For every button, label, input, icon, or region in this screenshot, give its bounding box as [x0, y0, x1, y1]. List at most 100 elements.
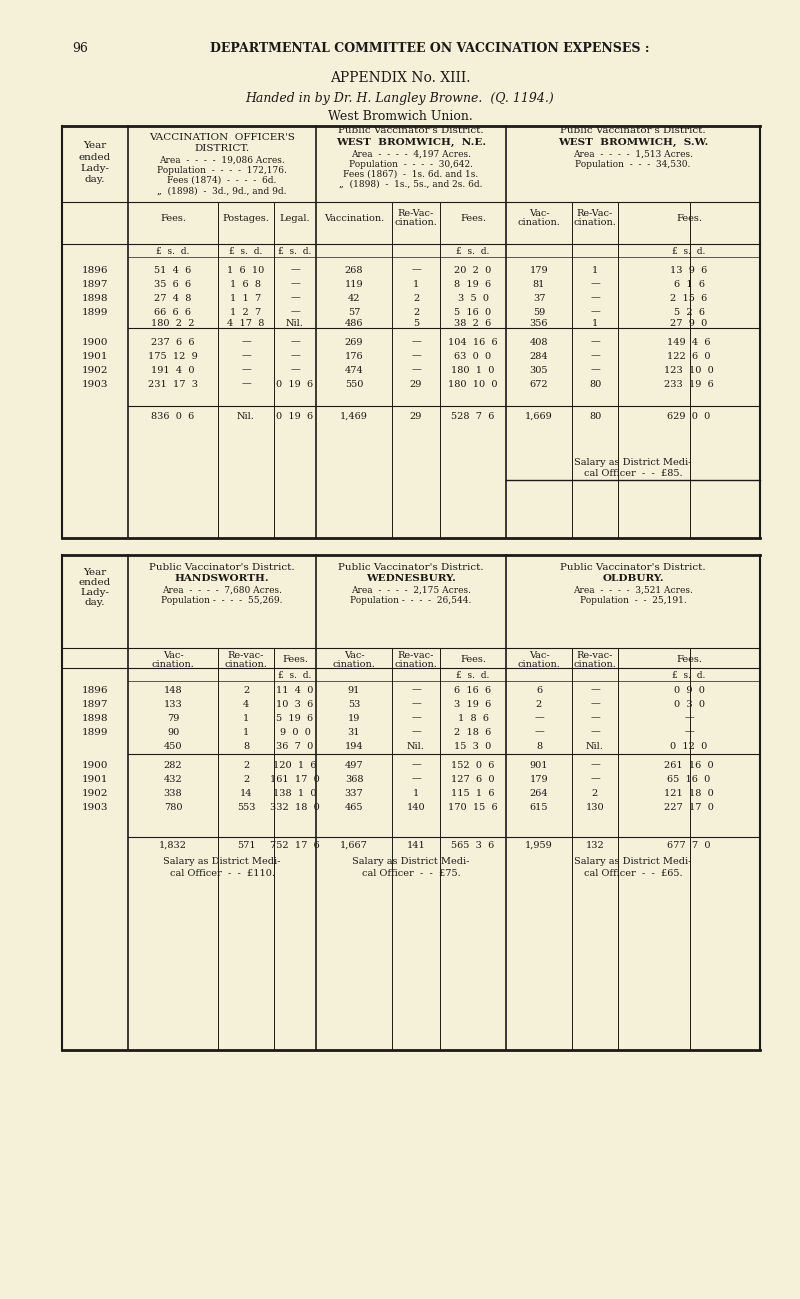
Text: 264: 264 — [530, 788, 548, 798]
Text: 0  3  0: 0 3 0 — [674, 699, 705, 708]
Text: —: — — [590, 713, 600, 722]
Text: 20  2  0: 20 2 0 — [454, 265, 492, 274]
Text: 80: 80 — [589, 379, 601, 388]
Text: Re-vac-: Re-vac- — [398, 651, 434, 660]
Text: WEDNESBURY.: WEDNESBURY. — [366, 573, 456, 582]
Text: 227  17  0: 227 17 0 — [664, 803, 714, 812]
Text: Public Vaccinator's District.: Public Vaccinator's District. — [338, 562, 484, 572]
Text: 1897: 1897 — [82, 699, 108, 708]
Text: Population  -  -  25,191.: Population - - 25,191. — [580, 595, 686, 604]
Text: —: — — [590, 774, 600, 783]
Text: —: — — [411, 713, 421, 722]
Text: „  (1898)  -  1s., 5s., and 2s. 6d.: „ (1898) - 1s., 5s., and 2s. 6d. — [339, 179, 482, 188]
Text: 133: 133 — [164, 699, 182, 708]
Text: 149  4  6: 149 4 6 — [667, 338, 710, 347]
Text: —: — — [290, 338, 300, 347]
Text: £  s.  d.: £ s. d. — [230, 247, 262, 256]
Text: 66  6  6: 66 6 6 — [154, 308, 191, 317]
Text: 1898: 1898 — [82, 713, 108, 722]
Text: 138  1  0: 138 1 0 — [274, 788, 317, 798]
Text: 1902: 1902 — [82, 788, 108, 798]
Text: Area  -  -  -  -  7,680 Acres.: Area - - - - 7,680 Acres. — [162, 586, 282, 595]
Text: 629  0  0: 629 0 0 — [667, 412, 710, 421]
Text: 42: 42 — [348, 294, 360, 303]
Text: 115  1  6: 115 1 6 — [451, 788, 494, 798]
Text: 1: 1 — [592, 318, 598, 327]
Text: 465: 465 — [345, 803, 363, 812]
Text: 1903: 1903 — [82, 379, 108, 388]
Text: 2  15  6: 2 15 6 — [670, 294, 708, 303]
Text: —: — — [590, 308, 600, 317]
Text: 901: 901 — [530, 760, 548, 769]
Text: 5  19  6: 5 19 6 — [277, 713, 314, 722]
Text: Area  -  -  -  -  3,521 Acres.: Area - - - - 3,521 Acres. — [573, 586, 693, 595]
Text: £  s.  d.: £ s. d. — [456, 670, 490, 679]
Text: Salary as District Medi-: Salary as District Medi- — [163, 857, 281, 866]
Text: 127  6  0: 127 6 0 — [451, 774, 494, 783]
Text: 5: 5 — [413, 318, 419, 327]
Text: 571: 571 — [237, 840, 255, 850]
Text: VACCINATION  OFFICER'S: VACCINATION OFFICER'S — [149, 132, 295, 142]
Text: 59: 59 — [533, 308, 545, 317]
Text: Salary as District Medi-: Salary as District Medi- — [352, 857, 470, 866]
Text: 284: 284 — [530, 352, 548, 361]
Text: 38  2  6: 38 2 6 — [454, 318, 492, 327]
Text: Year: Year — [83, 140, 106, 149]
Text: cination.: cination. — [394, 217, 438, 226]
Text: West Bromwich Union.: West Bromwich Union. — [328, 109, 472, 122]
Text: Public Vaccinator's District.: Public Vaccinator's District. — [560, 126, 706, 135]
Text: Year: Year — [83, 568, 106, 577]
Text: 63  0  0: 63 0 0 — [454, 352, 491, 361]
Text: 2: 2 — [243, 760, 249, 769]
Text: 0  19  6: 0 19 6 — [277, 379, 314, 388]
Text: 836  0  6: 836 0 6 — [151, 412, 194, 421]
Text: —: — — [411, 352, 421, 361]
Text: 10  3  6: 10 3 6 — [276, 699, 314, 708]
Text: 27  9  0: 27 9 0 — [670, 318, 708, 327]
Text: —: — — [534, 727, 544, 737]
Text: —: — — [411, 338, 421, 347]
Text: Area  -  -  -  -  2,175 Acres.: Area - - - - 2,175 Acres. — [351, 586, 471, 595]
Text: 148: 148 — [164, 686, 182, 695]
Text: —: — — [290, 294, 300, 303]
Text: cination.: cination. — [333, 660, 375, 669]
Text: 2: 2 — [243, 686, 249, 695]
Text: Public Vaccinator's District.: Public Vaccinator's District. — [338, 126, 484, 135]
Text: cination.: cination. — [225, 660, 267, 669]
Text: 8  19  6: 8 19 6 — [454, 279, 491, 288]
Text: —: — — [241, 338, 251, 347]
Text: 176: 176 — [345, 352, 363, 361]
Text: 132: 132 — [586, 840, 604, 850]
Text: 180  10  0: 180 10 0 — [448, 379, 498, 388]
Text: day.: day. — [85, 598, 106, 607]
Text: 1,469: 1,469 — [340, 412, 368, 421]
Text: 1  6  8: 1 6 8 — [230, 279, 262, 288]
Text: 1903: 1903 — [82, 803, 108, 812]
Text: Vac-: Vac- — [162, 651, 183, 660]
Text: Re-Vac-: Re-Vac- — [577, 209, 613, 217]
Text: 1: 1 — [592, 265, 598, 274]
Text: 4: 4 — [243, 699, 249, 708]
Text: 8: 8 — [243, 742, 249, 751]
Text: DISTRICT.: DISTRICT. — [194, 143, 250, 152]
Text: cination.: cination. — [574, 660, 617, 669]
Text: 677  7  0: 677 7 0 — [667, 840, 710, 850]
Text: Fees.: Fees. — [460, 213, 486, 222]
Text: 2: 2 — [243, 774, 249, 783]
Text: 1896: 1896 — [82, 686, 108, 695]
Text: WEST  BROMWICH,  S.W.: WEST BROMWICH, S.W. — [558, 138, 708, 147]
Text: 122  6  0: 122 6 0 — [667, 352, 710, 361]
Text: 65  16  0: 65 16 0 — [667, 774, 710, 783]
Text: 1900: 1900 — [82, 338, 108, 347]
Text: 2: 2 — [413, 294, 419, 303]
Text: Population -  -  -  -  55,269.: Population - - - - 55,269. — [162, 595, 282, 604]
Text: 3  19  6: 3 19 6 — [454, 699, 492, 708]
Text: £  s.  d.: £ s. d. — [156, 247, 190, 256]
Text: Vac-: Vac- — [529, 651, 550, 660]
Text: 11  4  0: 11 4 0 — [276, 686, 314, 695]
Text: „  (1898)  -  3d., 9d., and 9d.: „ (1898) - 3d., 9d., and 9d. — [158, 187, 286, 196]
Text: 9  0  0: 9 0 0 — [279, 727, 310, 737]
Text: 1  8  6: 1 8 6 — [458, 713, 489, 722]
Text: 140: 140 — [406, 803, 426, 812]
Text: Fees.: Fees. — [460, 655, 486, 664]
